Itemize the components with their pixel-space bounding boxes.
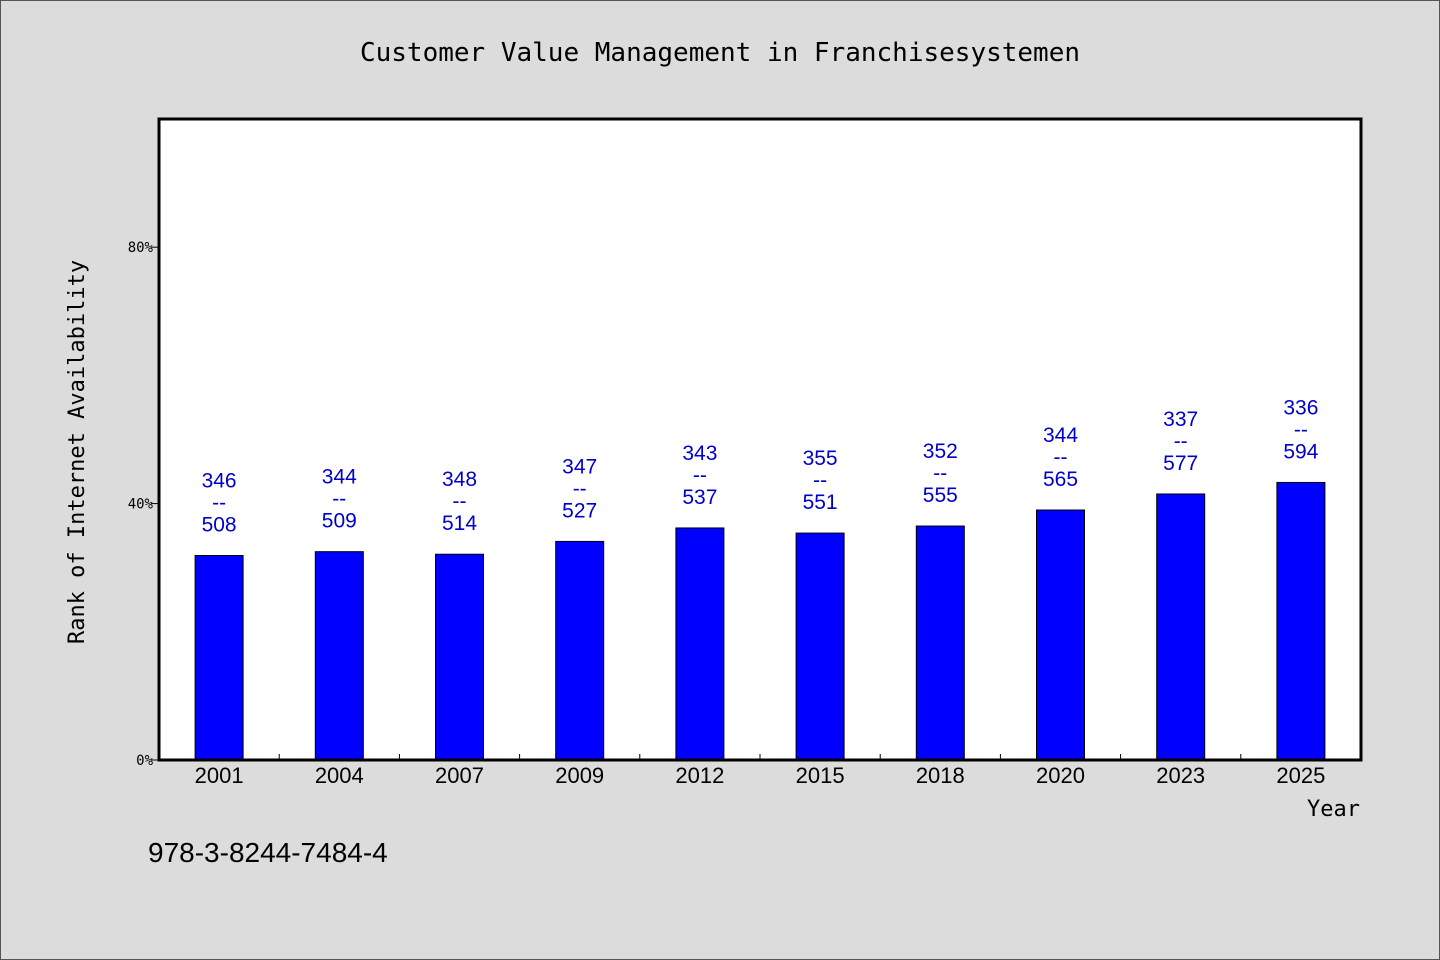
data-label-separator: -- [813, 469, 827, 492]
x-tick-label: 2007 [435, 763, 484, 788]
data-labels-layer: 346--508344--509348--514347--527343--537… [202, 396, 1319, 536]
data-label: 594 [1283, 440, 1318, 463]
data-label: 527 [562, 499, 597, 522]
data-label: 336 [1283, 396, 1318, 419]
data-label: 508 [202, 514, 237, 537]
data-label-separator: -- [332, 488, 346, 511]
chart-title: Customer Value Management in Franchisesy… [360, 38, 1080, 68]
bars-layer [194, 481, 1326, 761]
isbn-text: 978-3-8244-7484-4 [148, 837, 388, 868]
data-label: 514 [442, 512, 477, 535]
x-tick-label: 2004 [315, 763, 364, 788]
data-label: 577 [1163, 452, 1198, 475]
x-tick-label: 2009 [555, 763, 604, 788]
data-label: 348 [442, 468, 477, 491]
x-axis-ticks: 2001 2004 2007 2009 2012 2015 2018 2020 2023 2025 [195, 754, 1325, 788]
data-label-separator: -- [693, 464, 707, 487]
data-label: 355 [803, 447, 838, 470]
plot-border [157, 117, 1363, 762]
data-label-separator: -- [1054, 446, 1068, 469]
bar [314, 551, 364, 761]
y-axis-ticks: 0% 40% 80% [128, 240, 159, 769]
x-tick-label: 2001 [195, 763, 244, 788]
data-label-separator: -- [573, 477, 587, 500]
data-label: 344 [322, 466, 357, 489]
data-label-separator: -- [212, 492, 226, 515]
data-label: 346 [202, 470, 237, 493]
x-axis-label: Year [1307, 797, 1360, 822]
data-label: 344 [1043, 424, 1078, 447]
data-label: 337 [1163, 408, 1198, 431]
x-tick-label: 2023 [1156, 763, 1205, 788]
bar [194, 555, 244, 761]
x-tick-label: 2012 [675, 763, 724, 788]
data-label: 347 [562, 455, 597, 478]
x-tick-label: 2025 [1276, 763, 1325, 788]
data-label-separator: -- [933, 462, 947, 485]
data-label: 537 [682, 486, 717, 509]
bar [795, 532, 845, 761]
y-axis-label: Rank of Internet Availability [65, 260, 90, 644]
data-label: 555 [923, 484, 958, 507]
y-tick-label: 80% [128, 240, 154, 256]
bar [1156, 493, 1206, 761]
bar [1036, 509, 1085, 761]
data-label-separator: -- [1294, 418, 1308, 441]
data-label: 343 [682, 442, 717, 465]
bar [435, 553, 484, 761]
data-label: 551 [803, 491, 838, 514]
data-label: 565 [1043, 468, 1078, 491]
bar [675, 527, 725, 761]
data-label-separator: -- [453, 490, 467, 513]
bar [555, 540, 605, 761]
x-tick-label: 2015 [796, 763, 845, 788]
data-label: 352 [923, 440, 958, 463]
x-tick-label: 2020 [1036, 763, 1085, 788]
bar [915, 525, 965, 761]
y-tick-label: 40% [128, 497, 154, 513]
x-tick-label: 2018 [916, 763, 965, 788]
data-label: 509 [322, 510, 357, 533]
data-label-separator: -- [1174, 430, 1188, 453]
y-tick-label: 0% [136, 753, 153, 769]
bar [1276, 481, 1326, 761]
